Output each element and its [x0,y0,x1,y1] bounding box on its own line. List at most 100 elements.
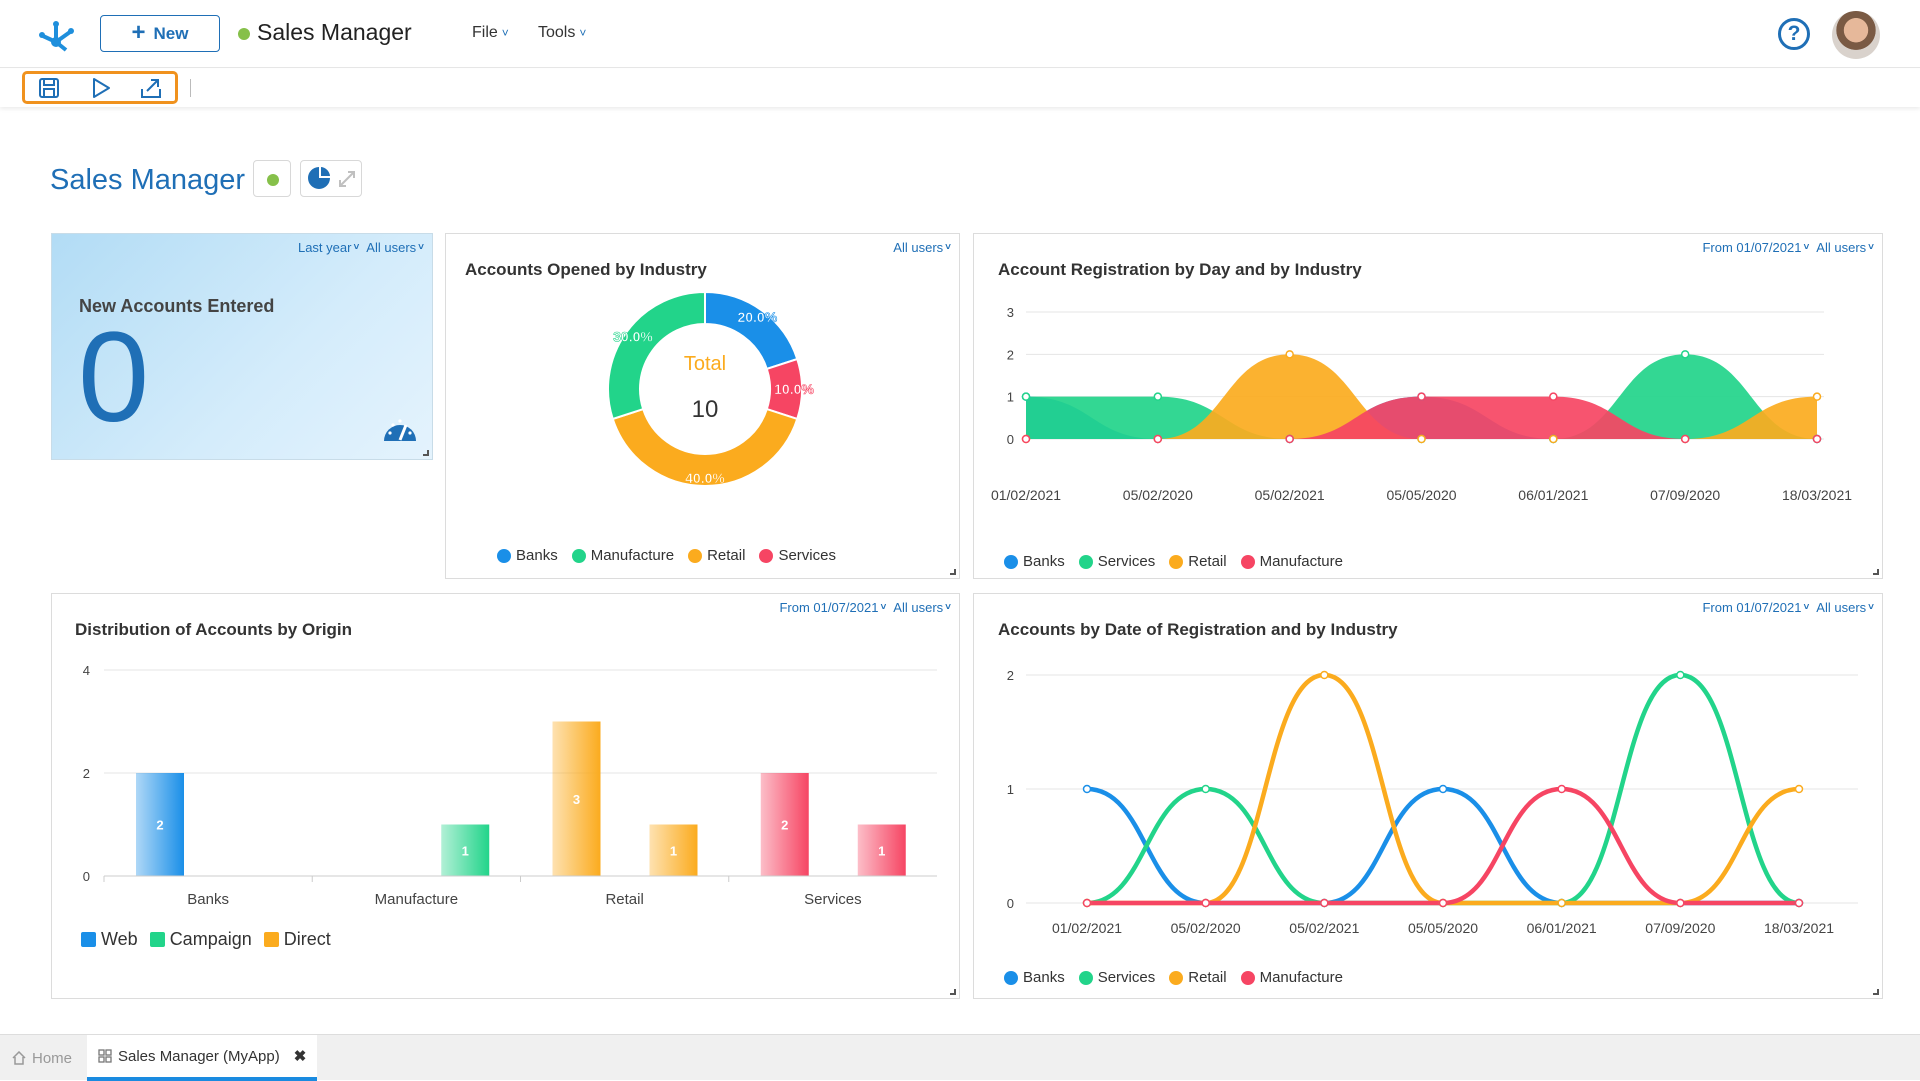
resize-handle[interactable] [423,450,429,456]
legend-item[interactable]: Retail [1169,969,1227,986]
filter-users[interactable]: All users ˅ [1816,600,1874,615]
legend-item[interactable]: Campaign [149,929,252,950]
legend-item[interactable]: Direct [263,929,331,950]
filter-date[interactable]: From 01/07/2021 ˅ [779,600,886,615]
bar-services [857,824,906,876]
legend-item[interactable]: Web [81,929,138,950]
legend-label: Retail [1188,969,1227,986]
chevron-down-icon: ˅ [945,602,951,613]
chevron-down-icon: ˅ [1868,242,1874,253]
menu-tools-label: Tools [538,24,576,41]
bar-value-label: 1 [670,843,677,858]
filter-date[interactable]: From 01/07/2021 ˅ [1702,240,1809,255]
x-tick-label: 01/02/2021 [991,487,1061,503]
gauge-icon[interactable] [382,413,418,445]
chevron-down-icon: ˅ [1803,242,1810,253]
line-point [1438,898,1448,908]
legend-item[interactable]: Retail [1169,553,1227,570]
legend-swatch [497,548,511,563]
legend-label: Manufacture [1259,969,1343,986]
app-title: Sales Manager [257,19,412,45]
area-point [1680,434,1690,444]
legend-item[interactable]: Manufacture [1240,969,1343,986]
resize-handle[interactable] [950,569,956,575]
filter-users[interactable]: All users ˅ [893,240,951,255]
legend-item[interactable]: Services [759,547,836,564]
resize-handle[interactable] [1873,989,1879,995]
line-point [1794,898,1804,908]
legend-swatch [1078,554,1093,569]
bar-value-label: 1 [462,843,469,858]
legend-swatch [263,932,279,947]
area-point [1417,434,1426,444]
chevron-down-icon: ˅ [579,26,587,40]
filter-users[interactable]: All users ˅ [366,240,424,255]
area-series-manufacture [1026,396,1817,439]
status-button[interactable] [253,160,291,197]
bar-value-label: 2 [156,818,163,833]
chevron-down-icon: ˅ [945,242,951,253]
legend-swatch [1240,554,1255,569]
legend-item[interactable]: Retail [688,547,745,564]
resize-handle[interactable] [950,989,956,995]
bar-chart: 0 2 4 Banks Manufacture Retail Services 2 1 3 1 2 1 [83,663,937,908]
donut-title: Accounts Opened by Industry [465,260,707,279]
line-point [1438,784,1448,794]
export-icon[interactable] [139,77,163,99]
line-point [1676,670,1685,680]
bar-filters: From 01/07/2021 ˅ All users ˅ [779,600,951,615]
legend-item[interactable]: Manufacture [571,547,674,564]
page-title: Sales Manager [50,164,246,196]
filter-users-label: All users [893,240,944,255]
area-filters: From 01/07/2021 ˅ All users ˅ [1702,240,1874,255]
x-tick-label: 05/02/2020 [1123,487,1193,503]
legend-item[interactable]: Banks [1004,553,1065,570]
legend-item[interactable]: Banks [1004,969,1065,986]
menu-tools[interactable]: Tools ˅ [538,24,586,42]
filter-users[interactable]: All users ˅ [1816,240,1874,255]
line-title: Accounts by Date of Registration and by … [998,620,1398,639]
legend-swatch [1169,554,1184,569]
bar-value-label: 3 [573,792,580,807]
legend-swatch [688,548,703,563]
filter-users[interactable]: All users ˅ [893,600,951,615]
bar-title: Distribution of Accounts by Origin [75,620,353,639]
app-logo-icon[interactable] [34,12,78,56]
save-icon[interactable] [37,77,61,99]
legend-swatch [81,932,96,947]
line-point [1320,898,1329,908]
avatar[interactable] [1832,11,1880,59]
legend-item[interactable]: Services [1078,553,1155,570]
view-toggle-button[interactable] [300,160,362,197]
area-point [1285,434,1294,444]
menu-file-label: File [472,24,498,41]
filter-date-label: From 01/07/2021 [1702,600,1802,615]
legend-swatch [1004,970,1018,985]
new-button[interactable]: + New [100,15,220,52]
tab-home[interactable]: Home [12,1035,72,1081]
area-chart: 0 1 2 3 01/02/2021 05/02/2020 05/02/2021 05/05/… [991,305,1852,503]
legend-swatch [759,548,774,563]
line-point [1201,784,1210,794]
run-icon[interactable] [89,77,113,99]
filter-date[interactable]: From 01/07/2021 ˅ [1702,600,1809,615]
status-dot-icon [267,174,279,186]
chevron-down-icon: ˅ [418,242,424,253]
resize-handle[interactable] [1873,569,1879,575]
tab-sales-manager[interactable]: Sales Manager (MyApp) ✖ [87,1035,318,1081]
y-tick-label: 0 [83,869,90,884]
help-icon[interactable]: ? [1778,18,1810,50]
y-tick-label: 1 [1007,782,1014,797]
x-tick-label: Banks [187,891,229,908]
x-tick-label: 01/02/2021 [1052,920,1122,934]
area-series-retail [1026,354,1817,439]
y-tick-label: 2 [1007,347,1014,362]
legend-item[interactable]: Banks [497,547,558,564]
legend-item[interactable]: Manufacture [1240,553,1343,570]
area-point [1812,434,1822,444]
filter-period[interactable]: Last year ˅ [298,240,359,255]
x-tick-label: 05/02/2021 [1289,920,1359,934]
menu-file[interactable]: File ˅ [472,24,509,42]
close-icon[interactable]: ✖ [293,1048,307,1065]
legend-item[interactable]: Services [1078,969,1155,986]
